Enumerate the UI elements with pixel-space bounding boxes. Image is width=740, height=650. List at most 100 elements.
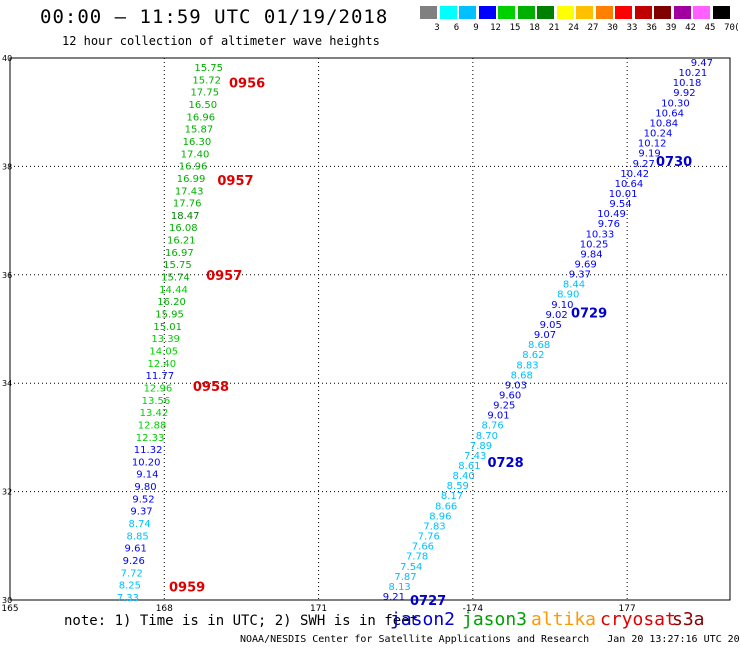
swh-value: 8.62 xyxy=(522,350,544,361)
swh-value: 9.03 xyxy=(505,380,527,391)
swh-value: 9.76 xyxy=(598,219,620,230)
scale-swatch xyxy=(712,6,730,19)
swh-value: 14.44 xyxy=(159,285,188,296)
plot-frame xyxy=(9,57,731,601)
swh-value: 10.42 xyxy=(620,169,649,180)
time-label: 0728 xyxy=(487,456,523,471)
swh-value: 16.50 xyxy=(188,100,217,111)
swh-value: 9.05 xyxy=(540,320,562,331)
legend-altika: altika xyxy=(531,609,597,630)
swh-value: 8.40 xyxy=(452,471,474,482)
swh-value: 8.90 xyxy=(557,290,579,301)
swh-value: 17.43 xyxy=(175,186,204,197)
scale-swatch xyxy=(673,6,691,19)
swh-value: 10.49 xyxy=(597,209,626,220)
scale-label: 30 xyxy=(607,23,618,33)
scale-swatch xyxy=(693,6,710,19)
swh-value: 11.77 xyxy=(146,371,175,382)
swh-value: 8.25 xyxy=(119,581,141,592)
swh-value: 10.33 xyxy=(586,229,615,240)
scale-swatch xyxy=(478,6,496,19)
swh-value: 10.20 xyxy=(132,457,161,468)
swh-value: 12.40 xyxy=(147,359,176,370)
chart-subtitle: 12 hour collection of altimeter wave hei… xyxy=(62,34,380,48)
swh-value: 7.78 xyxy=(406,552,428,563)
scale-label: 24 xyxy=(568,23,579,33)
swh-value: 9.02 xyxy=(545,310,567,321)
scale-swatch xyxy=(517,6,535,19)
swh-value: 9.60 xyxy=(499,390,521,401)
swh-value: 17.75 xyxy=(190,88,219,99)
swh-value: 8.61 xyxy=(458,461,480,472)
time-label: 0729 xyxy=(571,307,607,322)
swh-value: 15.72 xyxy=(192,75,221,86)
swh-value: 8.68 xyxy=(511,370,533,381)
scale-swatch xyxy=(615,6,632,19)
scale-label: 15 xyxy=(509,23,521,33)
swh-value: 7.87 xyxy=(394,572,416,583)
swh-value: 12.33 xyxy=(136,433,165,444)
credit-line: NOAA/NESDIS Center for Satellite Applica… xyxy=(240,634,740,645)
scale-label: 70 xyxy=(724,23,735,33)
swh-value: 15.01 xyxy=(153,322,182,333)
scale-label: 6 xyxy=(453,23,460,33)
swh-value: 9.01 xyxy=(487,411,509,422)
scale-label: 9 xyxy=(473,23,479,33)
scale-swatch xyxy=(498,6,515,19)
y-tick-label: 38 xyxy=(2,162,12,171)
scale-swatch xyxy=(439,6,457,19)
swh-value: 10.21 xyxy=(679,68,708,79)
swh-value: 8.44 xyxy=(563,280,585,291)
swh-value: 9.26 xyxy=(123,556,145,567)
swh-value: 10.12 xyxy=(638,139,667,150)
swh-value: 11.32 xyxy=(134,445,163,456)
swh-value: 8.66 xyxy=(435,501,457,512)
swh-value: 12.88 xyxy=(138,420,167,431)
swh-value: 7.54 xyxy=(400,562,422,573)
x-tick-label: -174 xyxy=(463,604,484,614)
swh-value: 7.33 xyxy=(117,593,139,604)
scale-label: 36 xyxy=(646,23,657,33)
legend-cryosat: cryosat xyxy=(600,609,676,630)
swh-value: 7.89 xyxy=(470,441,492,452)
y-tick-label: 30 xyxy=(2,596,12,605)
swh-value: 16.21 xyxy=(167,236,196,247)
x-tick-label: 168 xyxy=(156,604,173,614)
swh-value: 9.37 xyxy=(130,507,152,518)
swh-value: 9.37 xyxy=(569,270,591,281)
x-tick-label: 165 xyxy=(1,604,18,614)
y-tick-label: 32 xyxy=(2,488,12,497)
chart-title: 00:00 — 11:59 UTC 01/19/2018 xyxy=(40,6,389,28)
scale-label: 12 xyxy=(490,23,501,33)
swh-value: 13.39 xyxy=(151,334,180,345)
scale-label: 21 xyxy=(548,23,560,33)
swh-value: 16.20 xyxy=(157,297,186,308)
scale-label: 39 xyxy=(665,23,677,33)
swh-value: 10.25 xyxy=(580,239,609,250)
swh-value: 14.05 xyxy=(149,346,178,357)
scale-swatch xyxy=(595,6,613,19)
swh-value: 9.25 xyxy=(493,401,515,412)
swh-value: 7.43 xyxy=(464,451,486,462)
swh-value: 16.96 xyxy=(187,112,216,123)
swh-value: 8.70 xyxy=(476,431,498,442)
swh-value: 8.76 xyxy=(482,421,504,432)
swh-value: 9.61 xyxy=(125,544,147,555)
time-label: 0957 xyxy=(217,174,253,189)
scale-unit: (ft) xyxy=(734,23,740,33)
swh-value: 16.97 xyxy=(165,248,194,259)
swh-value: 9.84 xyxy=(580,249,602,260)
note-text: note: 1) Time is in UTC; 2) SWH is in fe… xyxy=(64,613,419,629)
swh-value: 8.59 xyxy=(447,481,469,492)
swh-value: 13.56 xyxy=(142,396,171,407)
swh-value: 9.07 xyxy=(534,330,556,341)
swh-value: 10.64 xyxy=(615,179,644,190)
swh-value: 15.75 xyxy=(194,63,223,74)
x-tick-label: 177 xyxy=(619,604,636,614)
scale-label: 27 xyxy=(587,23,599,33)
swh-value: 9.69 xyxy=(575,260,597,271)
swh-value: 8.74 xyxy=(128,519,150,530)
x-tick-label: 171 xyxy=(310,604,327,614)
swh-value: 9.19 xyxy=(638,149,660,160)
